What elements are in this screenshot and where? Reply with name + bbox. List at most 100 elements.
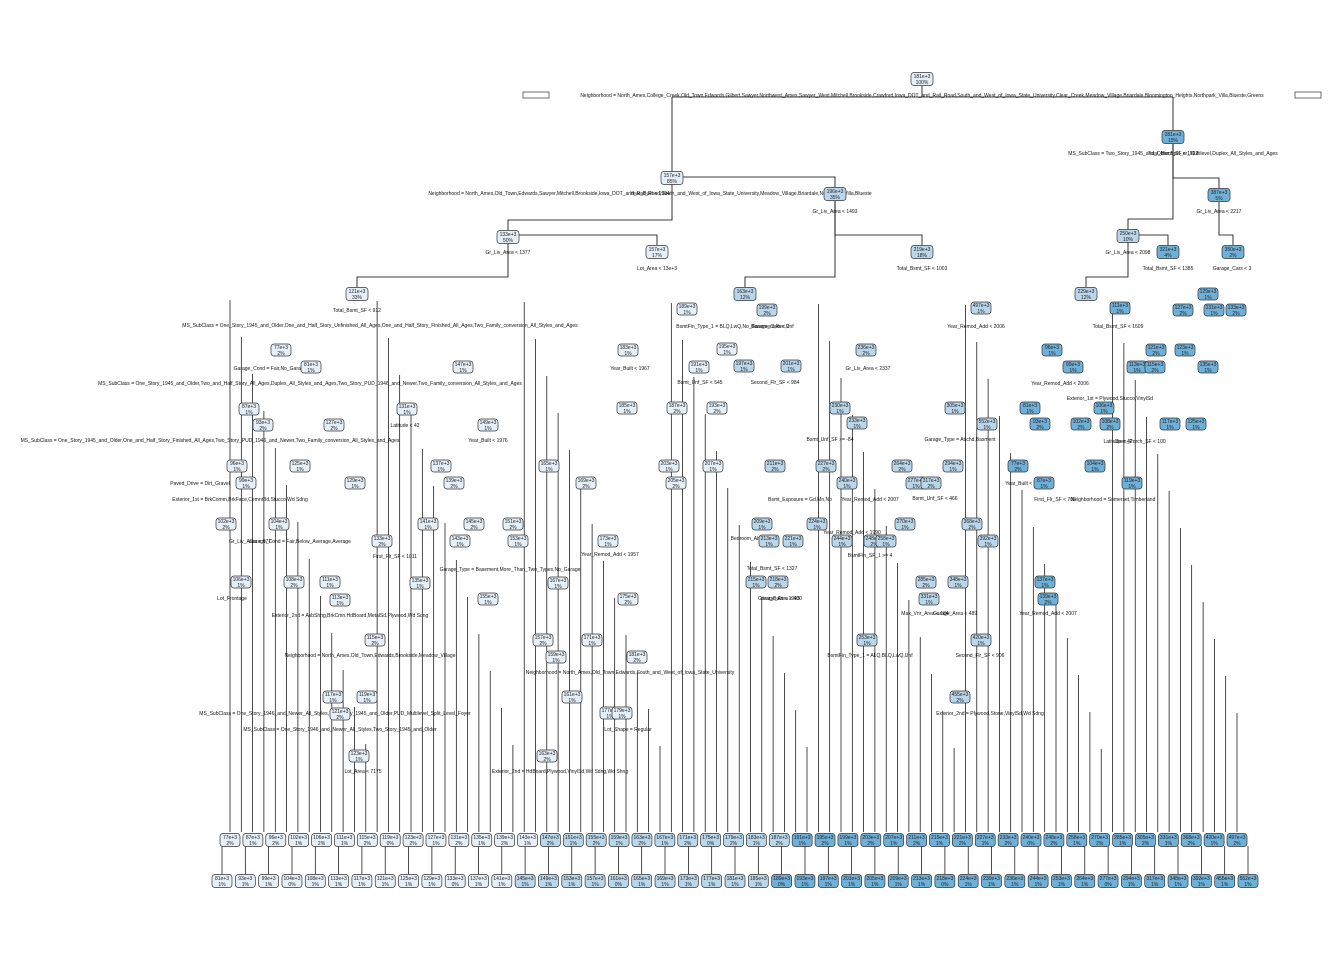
leaf-node-49: 189e+30% [771,874,792,888]
internal-node-m104: 119e+31% [1121,476,1143,490]
leaf-node-2-value: 87e+3 [246,835,260,841]
leaf-node-74-value: 258e+3 [1068,835,1085,841]
leaf-node-50-value: 191e+3 [794,835,811,841]
internal-node-m111-value: 133e+3 [1228,305,1245,311]
leaf-node-19-percent: 1% [428,882,436,888]
leaf-node-77: 277e+30% [1097,874,1119,888]
internal-node-m29: 149e+31% [477,418,499,432]
tree-edges [356,86,1234,287]
tree-edge [1085,243,1129,287]
internal-node-m82-percent: 1% [925,600,933,606]
internal-node-m51-percent: 2% [713,409,721,415]
internal-node-m105: 121e+32% [1145,343,1167,357]
leaf-node-59-percent: 1% [895,882,903,888]
internal-node-m82-value: 331e+3 [921,594,938,600]
internal-node-m23-box [430,459,452,473]
leaf-node-56-percent: 2% [867,841,875,847]
internal-node-m35: 161e+31% [561,690,583,704]
internal-node-m56: 203e+31% [658,459,680,473]
leaf-node-46-box [746,833,767,847]
split-label-55: Bsmt_Exposure = Gd,Mn,No [768,497,832,503]
internal-node-m97-value: 104e+3 [1087,461,1104,467]
split-label-14: Year_Remod_Add < 2006 [947,324,1005,330]
leaf-node-71-percent: 1% [1035,882,1043,888]
internal-node-m112-box [1197,360,1219,374]
internal-node-m99-box [1099,417,1121,431]
leaf-node-23-value: 137e+3 [470,876,487,882]
internal-node-m60-value: 211e+3 [767,461,784,467]
internal-node-m73-box [856,633,878,647]
leaf-node-41-percent: 1% [685,882,693,888]
leaf-node-13: 117e+31% [351,874,373,888]
internal-node-n8-box [645,245,669,259]
internal-node-m15: 121e+32% [329,707,351,721]
split-labels: Neighborhood = North_Ames,College_Creek,… [21,91,1322,775]
leaf-node-6: 102e+31% [288,833,310,847]
internal-node-m18-percent: 2% [330,426,338,432]
internal-node-m111-box [1225,303,1247,317]
internal-node-m94: 96e+31% [1041,343,1063,357]
internal-node-m67-box [829,401,851,415]
internal-node-n10: 219e+318% [910,245,934,259]
internal-node-m86-value: 420e+3 [973,635,990,641]
internal-node-m85-value: 392e+3 [980,536,997,542]
internal-node-m3-box [252,418,274,432]
internal-node-m6-percent: 2% [222,525,230,531]
internal-node-m22-box [409,576,431,590]
internal-node-m5-percent: 1% [242,484,250,490]
internal-node-m66-value: 227e+3 [818,461,835,467]
internal-node-m20-percent: 1% [403,410,411,416]
internal-node-m56-percent: 1% [665,467,673,473]
split-label-11: Total_Bsmt_SF < 1609 [1093,324,1144,330]
internal-node-m8-box [230,575,252,589]
internal-node-m106-box [1174,343,1196,357]
internal-node-m7: 104e+31% [268,517,290,531]
leaf-node-88: 497e+32% [1226,833,1248,847]
leaf-node-67: 230e+31% [981,874,1002,888]
internal-node-m76-value: 270e+3 [897,519,914,525]
internal-node-m68-value: 233e+3 [849,418,866,424]
leaf-node-36: 163e+32% [631,833,653,847]
internal-node-m40: 171e+31% [581,633,603,647]
leaf-node-70-box [1020,833,1042,847]
leaf-node-61-percent: 1% [918,882,926,888]
internal-node-m108-percent: 2% [1179,311,1187,317]
leaf-node-28-box [540,833,561,847]
leaf-node-32: 155e+32% [585,833,607,847]
internal-node-m110-percent: 1% [1210,311,1218,317]
split-label-63: Bsmt_Unf_SF >= -84 [807,437,854,443]
internal-node-m100-value: 111e+3 [1112,303,1128,309]
leaf-node-88-value: 497e+3 [1229,835,1246,841]
leaf-node-50-box [791,833,813,847]
internal-node-n4-box [823,187,847,201]
internal-node-m103-value: 117e+3 [1162,419,1179,425]
internal-node-m26: 143e+31% [449,534,471,548]
leaf-node-56-value: 203e+3 [862,835,879,841]
leaf-node-12: 115e+32% [356,833,378,847]
internal-node-n8: 157e+317% [645,245,669,259]
leaf-node-78: 285e+31% [1112,833,1133,847]
leaf-node-10: 111e+31% [334,833,355,847]
internal-node-m76-percent: 1% [901,525,909,531]
internal-node-m27: 145e+32% [463,517,485,531]
leaf-node-68-box [997,833,1019,847]
leaf-node-28: 147e+32% [540,833,561,847]
leaf-node-73-value: 253e+3 [1053,876,1070,882]
internal-node-m12: 115e+32% [364,633,386,647]
internal-node-m3-value: 93e+3 [256,420,270,426]
leaf-node-74-box [1066,833,1088,847]
leaf-node-87: 455e+31% [1214,874,1236,888]
internal-node-m85-percent: 1% [984,542,992,548]
leaf-node-65-value: 224e+3 [960,876,977,882]
internal-node-m10-box [319,575,341,589]
leaf-node-32-value: 155e+3 [588,835,605,841]
internal-node-m72-value: 248e+3 [866,536,883,542]
internal-node-n1-percent: 85% [667,179,678,185]
leaf-node-2: 87e+31% [242,833,264,847]
tree-nodes: 181e+3100%157e+385%281e+315%133e+350%196… [215,72,1247,763]
internal-node-m19-box [344,476,366,490]
split-label-16: Garage_Cond = Fair,No_Garage [234,366,307,372]
leaf-node-70-percent: 0% [1027,841,1035,847]
internal-node-m86: 420e+31% [970,633,992,647]
internal-node-m105-percent: 2% [1152,351,1160,357]
